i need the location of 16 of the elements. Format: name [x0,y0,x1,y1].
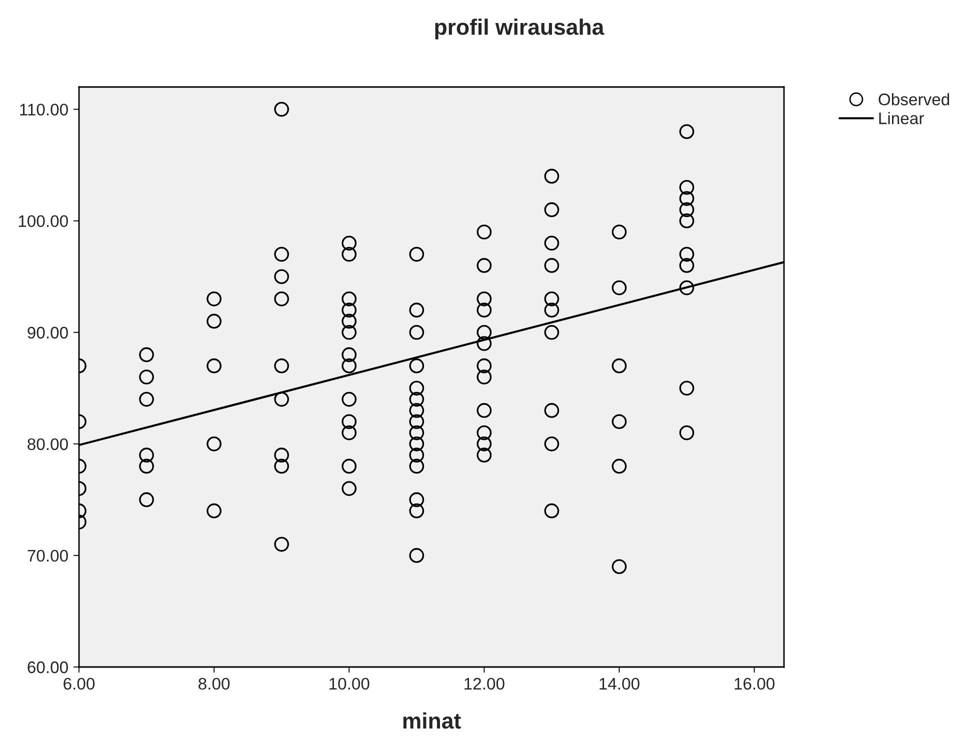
x-tick-label: 16.00 [734,678,774,690]
x-tick-label: 12.00 [464,678,504,690]
x-tick-label: 10.00 [330,678,370,690]
y-tick-label: 80.00 [28,438,68,450]
legend-label: Observed [878,93,950,106]
y-tick-label: 60.00 [28,661,68,674]
x-tick-label: 14.00 [600,678,640,690]
x-tick-label: 8.00 [198,678,230,690]
legend-label: Linear [879,112,924,124]
y-tick-label: 100.00 [18,215,68,228]
x-axis-title: minat [403,712,461,729]
chart-title: profil wirausaha [435,18,604,40]
y-tick-label: 110.00 [20,104,68,116]
y-tick-label: 70.00 [28,550,68,562]
y-tick-label: 90.00 [28,326,68,339]
x-tick-label: 6.00 [64,678,95,690]
